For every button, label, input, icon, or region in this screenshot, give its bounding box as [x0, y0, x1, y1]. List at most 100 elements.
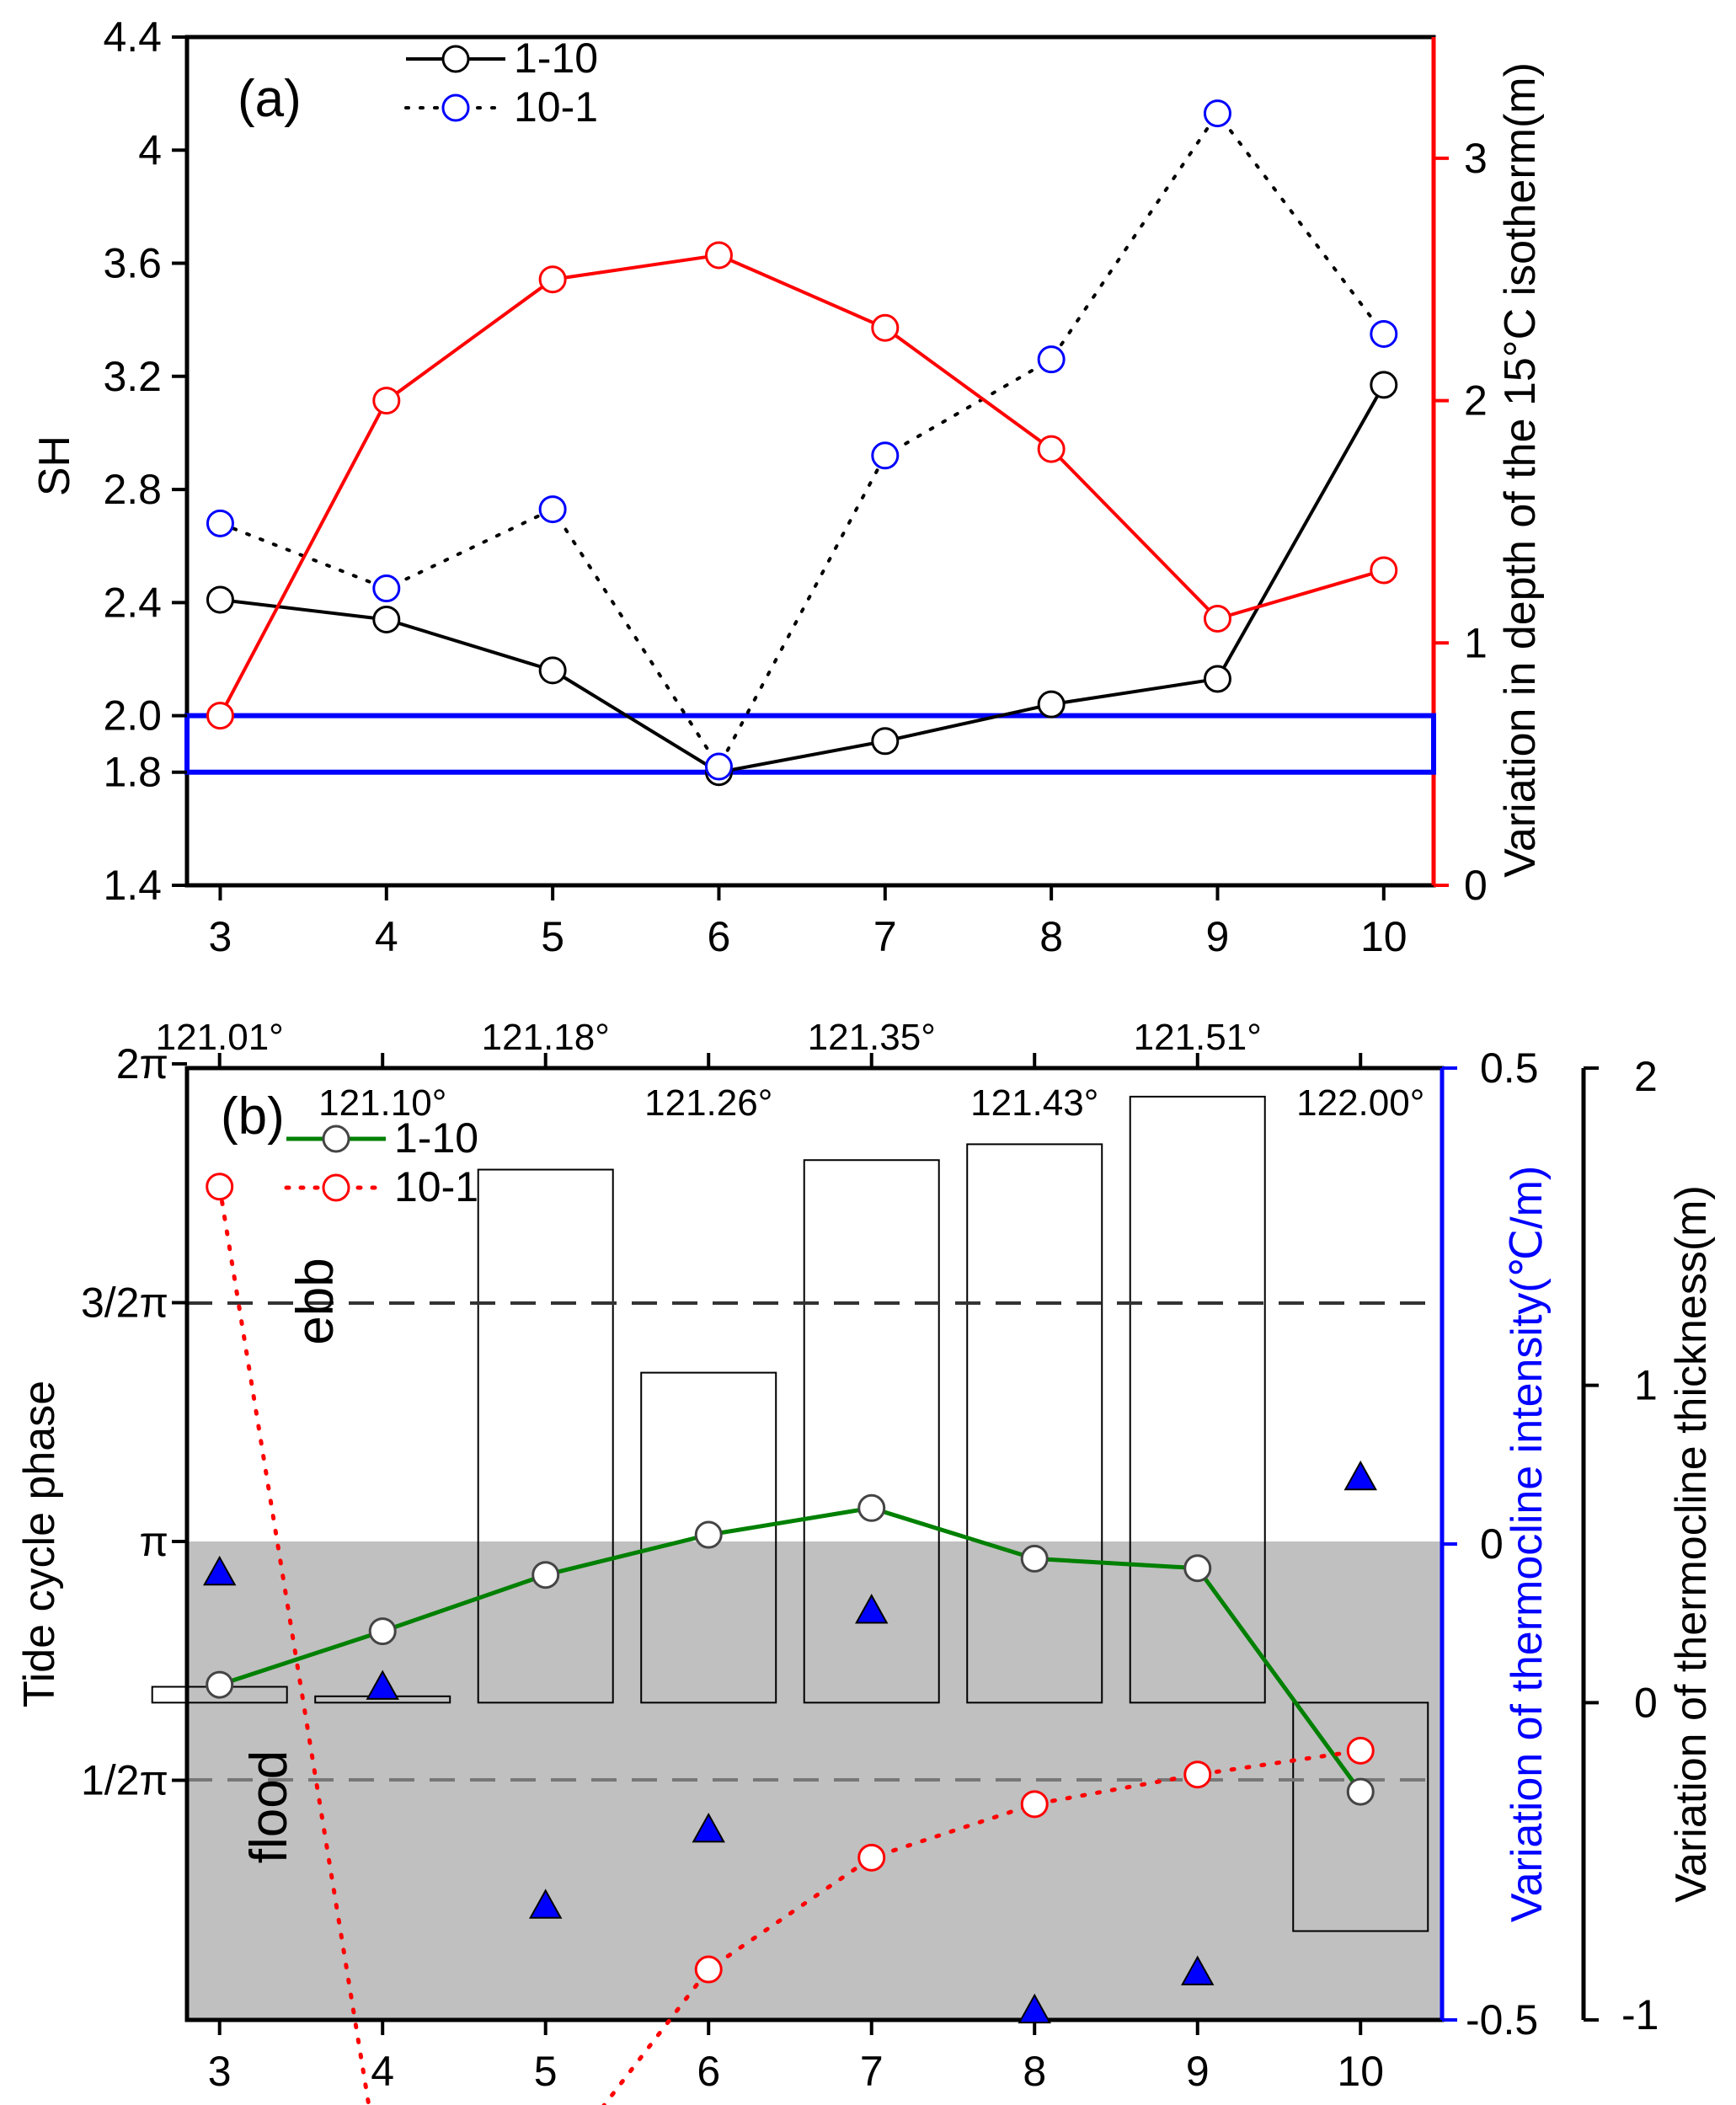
thickness-tick-label: 1 — [1634, 1362, 1658, 1409]
series-0-point-3 — [206, 585, 234, 614]
panel-b-intensity-axis-title: Variation of thermocline intensity(℃/m) — [1503, 1166, 1552, 1922]
y-tick-label: 1.4 — [103, 862, 162, 909]
y-tick-label: 4 — [138, 126, 162, 174]
intensity-marker-10 — [1343, 1460, 1377, 1491]
series-2-point-10 — [1370, 556, 1398, 585]
top-tick-label: 121.43° — [970, 1082, 1098, 1124]
panel-a-plot-frame — [184, 35, 1436, 888]
x-tick-label: 7 — [860, 2048, 884, 2095]
panel-a: 3 4 5 6 7 8 9 10 1.4 1.8 2.0 2.4 2.8 3.2 3.6 4 4.4 0 1 2 3… — [30, 13, 1545, 960]
panel-a-series — [206, 99, 1398, 787]
thermocline-thickness-bars — [151, 1095, 1429, 1932]
phase-1-point-9 — [1183, 1760, 1212, 1789]
x-tick-label: 5 — [534, 2048, 558, 2095]
x-tick-label: 10 — [1360, 913, 1407, 960]
series-2-point-5 — [538, 265, 567, 294]
panel-b-top-axis: 121.01° 121.10° 121.18° 121.26° 121.35° 121.4… — [156, 1017, 1425, 1124]
legend-label-1-10: 1-10 — [514, 35, 598, 82]
panel-b-intensity-axis: -0.5 0 0.5 — [1442, 1044, 1539, 2044]
phase-tick-label: 3/2π — [81, 1280, 168, 1327]
series-1-point-9 — [1203, 99, 1231, 128]
phase-0-point-9 — [1183, 1554, 1212, 1583]
series-0-point-9 — [1203, 665, 1231, 693]
x-tick-label: 10 — [1337, 2048, 1384, 2095]
top-tick-label: 121.18° — [482, 1017, 610, 1058]
phase-1-point-7 — [857, 1843, 886, 1872]
phase-line-0 — [218, 1505, 1363, 1793]
phase-0-point-8 — [1020, 1544, 1049, 1573]
thickness-tick-label: 2 — [1634, 1053, 1658, 1100]
series-2-point-8 — [1037, 435, 1066, 463]
top-tick-label: 122.00° — [1296, 1082, 1424, 1124]
y2-tick-label: 3 — [1464, 135, 1488, 182]
intensity-tick-label: 0.5 — [1480, 1044, 1539, 1092]
legend-label-10-1: 10-1 — [394, 1163, 478, 1210]
phase-0-point-10 — [1346, 1777, 1375, 1806]
thickness-bar-6 — [640, 1371, 777, 1704]
thickness-tick-label: 0 — [1634, 1679, 1658, 1726]
series-line-2 — [218, 253, 1385, 717]
legend-label-10-1: 10-1 — [514, 83, 598, 131]
panel-a-right-axis-title: Variation in depth of the 15°C isotherm(… — [1496, 62, 1545, 878]
series-1-point-4 — [372, 574, 401, 603]
panel-a-highlight-band — [184, 713, 1436, 775]
legend-marker-10-1 — [322, 1173, 350, 1202]
x-tick-label: 3 — [209, 913, 232, 960]
top-tick-label: 121.01° — [156, 1017, 284, 1058]
series-1-point-3 — [206, 509, 234, 537]
phase-1-point-8 — [1020, 1790, 1049, 1819]
top-tick-label: 121.10° — [318, 1082, 446, 1124]
y-tick-label: 2.0 — [103, 692, 162, 740]
panel-b-label: (b) — [221, 1087, 285, 1146]
top-tick-label: 121.51° — [1134, 1017, 1262, 1058]
series-2-point-9 — [1203, 605, 1231, 633]
flood-label: flood — [240, 1750, 298, 1863]
series-line-1 — [218, 110, 1386, 770]
series-0-point-8 — [1037, 690, 1066, 719]
phase-1-point-3 — [206, 1173, 234, 1201]
series-1-point-6 — [704, 752, 733, 781]
legend-marker-10-1 — [441, 93, 470, 122]
thickness-bar-9 — [1129, 1095, 1266, 1704]
phase-tick-label: 1/2π — [81, 1757, 168, 1804]
x-tick-label: 4 — [375, 913, 398, 960]
phase-1-point-10 — [1346, 1736, 1375, 1765]
intensity-marker-7 — [855, 1594, 889, 1624]
intensity-marker-6 — [692, 1812, 725, 1843]
legend-label-1-10: 1-10 — [394, 1114, 478, 1162]
thickness-bar-10 — [1292, 1702, 1429, 1932]
phase-line-1 — [217, 1184, 1363, 2105]
y-tick-label: 3.6 — [103, 240, 162, 287]
legend-marker-1-10 — [441, 45, 470, 73]
intensity-marker-9 — [1181, 1955, 1215, 1985]
panel-b-phase-axis-title: Tide cycle phase — [15, 1381, 64, 1707]
series-0-point-4 — [372, 605, 401, 633]
panel-b-thickness-axis: -1 0 1 2 — [1584, 1053, 1659, 2038]
panel-b-phase-axis: 1/2π π 3/2π 2π — [81, 1040, 187, 1804]
y-tick-label: 1.8 — [103, 749, 162, 796]
series-2-point-6 — [704, 241, 733, 270]
legend-marker-1-10 — [322, 1125, 350, 1153]
intensity-marker-4 — [366, 1670, 399, 1700]
y2-tick-label: 0 — [1464, 862, 1488, 909]
y-tick-label: 2.8 — [103, 466, 162, 513]
x-tick-label: 7 — [873, 913, 897, 960]
panel-a-right-axis: 0 1 2 3 — [1434, 135, 1488, 909]
intensity-tick-label: -0.5 — [1466, 1996, 1538, 2044]
series-0-point-5 — [538, 656, 567, 685]
y2-tick-label: 1 — [1464, 619, 1488, 666]
panel-b-legend: 1-10 10-1 — [284, 1114, 478, 1210]
x-tick-label: 8 — [1023, 2048, 1046, 2095]
panel-a-left-axis-title: SH — [30, 435, 79, 496]
series-1-point-10 — [1370, 319, 1398, 348]
phase-0-point-7 — [857, 1493, 886, 1522]
series-line-0 — [220, 383, 1386, 774]
intensity-marker-8 — [1018, 1993, 1051, 2024]
thickness-bar-5 — [477, 1168, 614, 1704]
top-tick-label: 121.35° — [808, 1017, 936, 1058]
x-tick-label: 6 — [697, 2048, 720, 2095]
panel-a-legend: 1-10 10-1 — [404, 35, 598, 131]
x-tick-label: 4 — [371, 2048, 394, 2095]
y-tick-label: 2.4 — [103, 579, 162, 626]
